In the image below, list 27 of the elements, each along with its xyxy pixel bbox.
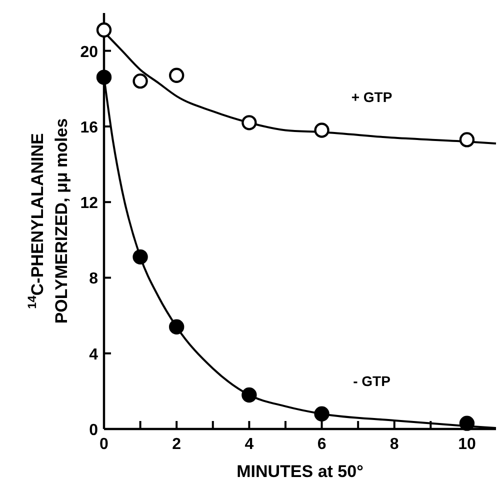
- x-tick-label: 8: [390, 436, 399, 453]
- x-tick-label: 2: [172, 436, 182, 453]
- point: [242, 387, 257, 403]
- x-tick-label: 10: [458, 436, 476, 453]
- point: [96, 70, 112, 85]
- y-tick-label: 8: [89, 270, 98, 288]
- point: [314, 122, 330, 138]
- point: [132, 249, 148, 265]
- point: [459, 132, 475, 148]
- x-tick-label: 0: [100, 436, 109, 453]
- point: [168, 68, 184, 83]
- x-tick-label: 4: [244, 436, 254, 453]
- y-tick-label: 4: [89, 346, 98, 364]
- point: [459, 416, 475, 431]
- point: [168, 319, 184, 334]
- point: [314, 406, 330, 422]
- y-tick-label: 0: [89, 422, 98, 439]
- y-tick-label: 20: [80, 44, 98, 61]
- y-tick-label: 12: [80, 195, 98, 212]
- point: [242, 115, 257, 130]
- point: [96, 22, 112, 38]
- text: - GTP: [353, 372, 390, 389]
- x-axis-title: MINUTES at 50°: [236, 462, 364, 481]
- y-tick-label: 16: [80, 119, 98, 136]
- point: [132, 73, 148, 89]
- x-tick-label: 6: [317, 436, 326, 453]
- text: + GTP: [351, 89, 392, 106]
